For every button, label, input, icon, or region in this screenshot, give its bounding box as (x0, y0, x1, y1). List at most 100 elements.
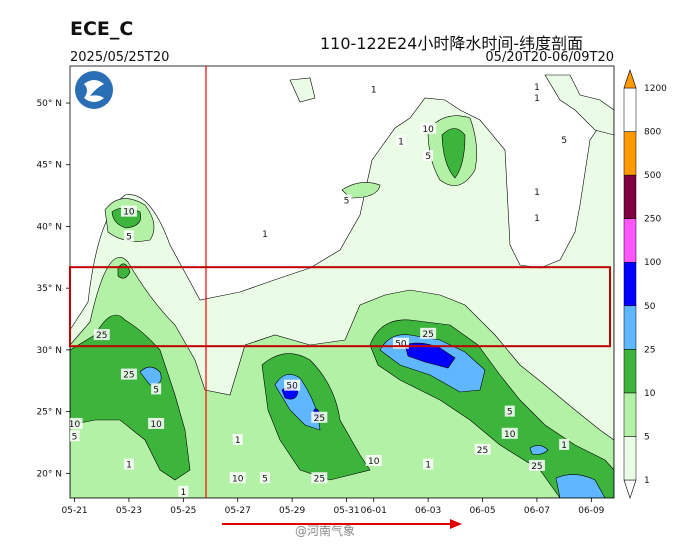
precip-area-25mm-d (555, 474, 606, 498)
contour-label: 10 (422, 125, 434, 135)
colorbar-segment (623, 349, 637, 394)
contour-label-bg (504, 405, 515, 417)
contour-label: 1 (126, 461, 132, 471)
contour-label-bg (123, 230, 134, 242)
contour-label: 5 (153, 385, 159, 395)
contour-label-bg (229, 472, 246, 484)
contour-label: 10 (150, 420, 162, 430)
contour-label: 1 (398, 137, 404, 147)
x-tick-label: 05-31 (333, 506, 359, 516)
contour-label-bg (365, 454, 382, 466)
contour-label-bg (559, 134, 570, 146)
contour-label: 5 (344, 197, 350, 207)
contour-label-bg (232, 433, 243, 445)
contour-label-bg (423, 150, 434, 162)
colorbar-level-label: 50 (644, 302, 656, 312)
y-tick-label: 45° N (36, 161, 62, 171)
contour-label: 10 (69, 420, 81, 430)
colorbar-level-label: 25 (644, 345, 655, 355)
contour-label: 5 (507, 408, 513, 418)
contour-label-bg (120, 368, 137, 380)
precip-area-1mm-north (544, 74, 614, 136)
contour-label: 1 (534, 188, 540, 198)
contour-label-bg (531, 185, 542, 197)
y-tick-label: 40° N (36, 222, 62, 232)
contour-label-bg (151, 383, 162, 395)
contour-label-bg (284, 379, 301, 391)
model-name: ECE_C (70, 18, 134, 40)
contour-label: 10 (368, 457, 380, 467)
valid-range: 05/20T20-06/09T20 (485, 50, 614, 65)
agency-logo-icon (75, 71, 113, 109)
chart-title: 110-122E24小时降水时间-纬度剖面 (320, 34, 584, 53)
contour-label-bg (259, 472, 270, 484)
contour-label-bg (93, 329, 110, 341)
colorbar-segment (623, 131, 637, 176)
time-arrow (222, 519, 462, 529)
colorbar-min-extension (623, 479, 637, 499)
contour-label: 10 (123, 208, 135, 218)
contour-label: 1 (262, 230, 268, 240)
contour-label-bg (311, 411, 328, 423)
contour-label: 25 (123, 371, 134, 381)
x-tick-label: 05-23 (116, 506, 142, 516)
contour-label: 1 (534, 214, 540, 224)
contour-label-bg (311, 472, 328, 484)
contour-label-bg (259, 227, 270, 239)
precip-area-10mm-north (441, 128, 466, 179)
colorbar-level-label: 5 (644, 432, 650, 442)
y-tick-label: 50° N (36, 99, 62, 109)
contour-label-bg (341, 194, 352, 206)
contour-label: 5 (425, 152, 431, 162)
contour-label: 1 (235, 436, 241, 446)
colorbar-max-extension (623, 69, 637, 89)
colorbar-segment (623, 218, 637, 263)
contour-label: 1 (425, 461, 431, 471)
contour-label-bg (392, 337, 409, 349)
colorbar-level-label: 250 (644, 215, 661, 225)
contour-label-bg (120, 205, 137, 217)
contour-label-bg (420, 122, 437, 134)
contour-label-bg (148, 417, 165, 429)
watermark: @河南气象 (295, 524, 356, 538)
x-axis: 05-21 05-23 05-25 05-27 05-29 05-31 06-01 06-03… (61, 498, 605, 516)
contour-label: 25 (96, 331, 107, 341)
x-tick-label: 06-03 (415, 506, 441, 516)
colorbar-segment (623, 87, 637, 132)
contour-label: 50 (395, 340, 407, 350)
colorbar-level-label: 800 (644, 128, 661, 138)
contour-label: 1 (561, 441, 567, 451)
colorbar-segment (623, 436, 637, 481)
contour-label: 5 (262, 474, 268, 484)
colorbar-segment (623, 261, 637, 307)
colorbar-level-label: 1 (644, 476, 650, 486)
contour-label: 25 (314, 414, 325, 424)
contour-label: 1 (534, 83, 540, 93)
contour-label: 50 (286, 382, 298, 392)
x-tick-label: 06-09 (578, 506, 604, 516)
precip-area-5mm-small (341, 182, 381, 199)
x-tick-label: 05-27 (225, 506, 251, 516)
contour-label: 5 (72, 432, 78, 442)
contour-label-bg (423, 458, 434, 470)
highlight-box (69, 266, 611, 348)
x-tick-label: 05-21 (61, 506, 87, 516)
contour-label-bg (70, 417, 83, 429)
contour-label-bg (528, 459, 545, 471)
x-tick-label: 06-05 (469, 506, 495, 516)
precip-area-25mm-e (529, 445, 549, 455)
contour-label: 5 (126, 232, 132, 242)
contour-label-bg (395, 135, 406, 147)
contour-label: 25 (422, 330, 433, 340)
init-time: 2025/05/25T20 (70, 50, 170, 65)
colorbar-level-label: 1200 (644, 84, 667, 94)
contour-label-bg (501, 427, 518, 439)
contour-label: 1 (180, 488, 186, 498)
x-tick-label: 05-25 (170, 506, 196, 516)
y-tick-label: 30° N (36, 346, 62, 356)
contour-label-bg (368, 83, 379, 95)
x-tick-label: 05-29 (279, 506, 305, 516)
